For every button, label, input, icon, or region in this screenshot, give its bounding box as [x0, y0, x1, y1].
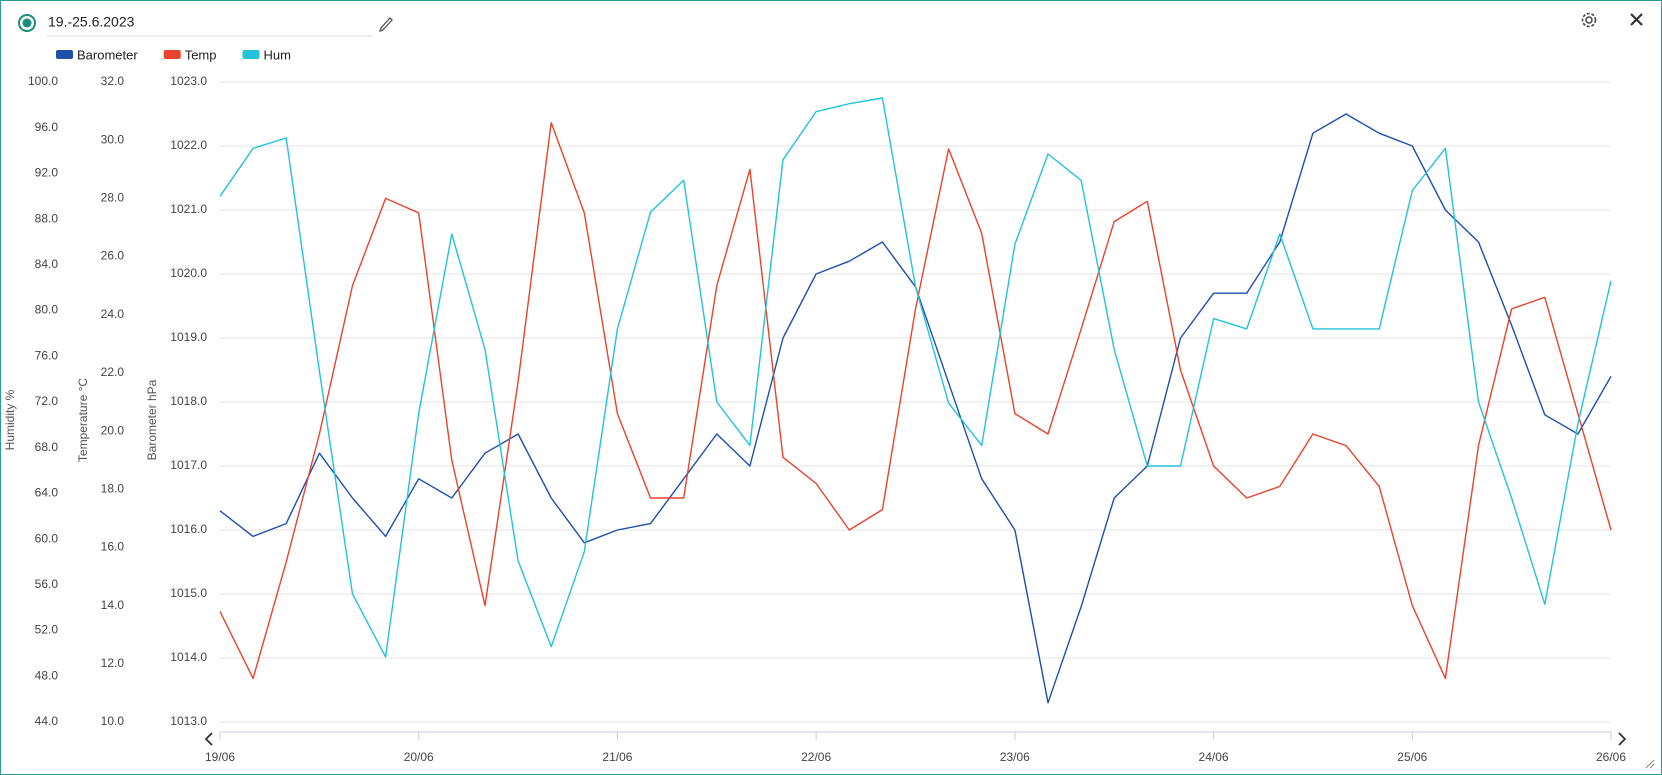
prev-arrow[interactable] — [204, 732, 213, 746]
edit-icon[interactable] — [378, 17, 393, 33]
y-tick-label: 56.0 — [35, 577, 59, 591]
y-tick-label: 1014.0 — [170, 650, 207, 664]
y-tick-label: 1022.0 — [170, 138, 207, 152]
y-tick-label: 1019.0 — [170, 330, 207, 344]
y-tick-label: 80.0 — [35, 303, 59, 317]
y-tick-label: 96.0 — [35, 120, 59, 134]
legend-label: Barometer — [77, 47, 138, 62]
y-tick-label: 52.0 — [35, 623, 59, 637]
chart-title[interactable]: 19.-25.6.2023 — [48, 14, 135, 30]
x-tick-label: 20/06 — [404, 750, 434, 764]
close-icon[interactable] — [1630, 13, 1643, 26]
x-tick-label: 21/06 — [602, 750, 632, 764]
y-tick-label: 28.0 — [101, 191, 125, 205]
y-tick-label: 26.0 — [101, 249, 125, 263]
y-tick-label: 1021.0 — [170, 202, 207, 216]
y-tick-label: 1023.0 — [170, 74, 207, 88]
y-tick-label: 1017.0 — [170, 458, 207, 472]
y-tick-label: 64.0 — [35, 486, 59, 500]
legend-swatch — [163, 50, 181, 59]
x-tick-label: 19/06 — [205, 750, 235, 764]
y-tick-label: 1016.0 — [170, 522, 207, 536]
settings-icon[interactable] — [1581, 12, 1597, 28]
y-tick-label: 30.0 — [101, 132, 125, 146]
y-tick-label: 1020.0 — [170, 266, 207, 280]
y-tick-label: 12.0 — [101, 656, 125, 670]
y-tick-label: 68.0 — [35, 440, 59, 454]
y-tick-label: 22.0 — [101, 365, 125, 379]
y-tick-label: 48.0 — [35, 668, 59, 682]
y-tick-label: 1015.0 — [170, 586, 207, 600]
x-tick-label: 24/06 — [1199, 750, 1229, 764]
x-tick-label: 26/06 — [1596, 750, 1626, 764]
y-tick-label: 60.0 — [35, 531, 59, 545]
axis-title: Humidity % — [3, 389, 17, 450]
legend-swatch — [242, 50, 260, 59]
y-tick-label: 84.0 — [35, 257, 59, 271]
axis-title: Barometer hPa — [145, 379, 159, 460]
axis-title: Temperature °C — [76, 378, 90, 462]
gear-outer — [1581, 12, 1597, 28]
series-line — [219, 97, 1612, 658]
y-tick-label: 14.0 — [101, 598, 125, 612]
y-tick-label: 32.0 — [101, 74, 125, 88]
y-tick-label: 44.0 — [35, 714, 59, 728]
y-tick-label: 76.0 — [35, 348, 59, 362]
x-tick-label: 23/06 — [1000, 750, 1030, 764]
y-tick-label: 92.0 — [35, 166, 59, 180]
y-tick-label: 10.0 — [101, 714, 125, 728]
y-tick-label: 100.0 — [28, 74, 58, 88]
gear-inner — [1585, 16, 1593, 24]
legend-label: Hum — [264, 47, 291, 62]
x-tick-label: 25/06 — [1397, 750, 1427, 764]
y-tick-label: 24.0 — [101, 307, 125, 321]
radio-dot — [22, 18, 32, 28]
y-tick-label: 1018.0 — [170, 394, 207, 408]
legend-swatch — [56, 50, 73, 59]
y-tick-label: 18.0 — [101, 481, 125, 495]
y-tick-label: 1013.0 — [170, 714, 207, 728]
y-tick-label: 20.0 — [101, 423, 125, 437]
legend-label: Temp — [185, 47, 217, 62]
radio-icon[interactable] — [18, 14, 36, 32]
y-tick-label: 16.0 — [101, 540, 125, 554]
next-arrow[interactable] — [1618, 732, 1627, 746]
resize-handle[interactable] — [1645, 759, 1655, 769]
y-tick-label: 88.0 — [35, 211, 59, 225]
series-line — [219, 122, 1612, 680]
y-tick-label: 72.0 — [35, 394, 59, 408]
x-tick-label: 22/06 — [801, 750, 831, 764]
